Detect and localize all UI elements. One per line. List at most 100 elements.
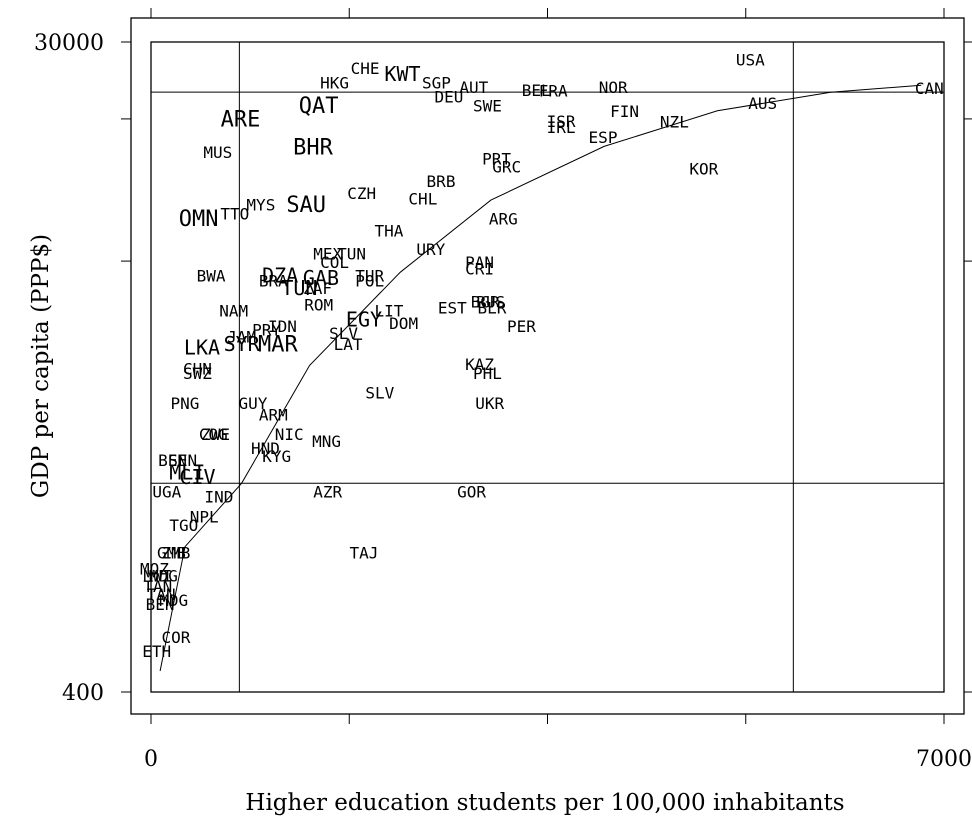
point-label-aus: AUS bbox=[748, 94, 777, 113]
point-label-swe: SWE bbox=[473, 96, 502, 115]
point-label-pol: POL bbox=[355, 271, 384, 290]
point-label-tgo: TGO bbox=[169, 516, 198, 535]
point-label-cog: COG bbox=[199, 425, 228, 444]
point-label-zaf: ZAF bbox=[303, 279, 332, 298]
point-label-deu: DEU bbox=[434, 87, 463, 106]
point-label-bhr: BHR bbox=[293, 135, 333, 160]
point-label-tha: THA bbox=[374, 221, 403, 240]
point-label-nzl: NZL bbox=[660, 113, 689, 132]
point-label-uga: UGA bbox=[152, 483, 181, 502]
point-label-est: EST bbox=[438, 298, 467, 317]
point-label-ben: BEN bbox=[158, 451, 187, 470]
point-label-kaz: KAZ bbox=[465, 355, 494, 374]
point-label-qat: QAT bbox=[299, 94, 339, 119]
x-tick-label: 7000 bbox=[916, 747, 972, 772]
x-tick-label: 0 bbox=[144, 747, 158, 772]
point-label-moz: MOZ bbox=[140, 559, 169, 578]
point-label-col: COL bbox=[320, 253, 349, 272]
point-label-civ: CIV bbox=[179, 465, 215, 489]
point-label-zwe: ZWE bbox=[201, 425, 230, 444]
point-label-swz: SWZ bbox=[183, 364, 212, 383]
point-label-mli: MLI bbox=[169, 461, 205, 485]
axis-ticks bbox=[121, 8, 972, 724]
point-label-are: ARE bbox=[221, 108, 261, 133]
point-label-bra: BRA bbox=[259, 271, 288, 290]
point-label-npl: NPL bbox=[190, 508, 219, 527]
x-axis-title: Higher education students per 100,000 in… bbox=[245, 790, 844, 816]
point-label-mdg: MDG bbox=[159, 591, 188, 610]
point-label-lka: LKA bbox=[184, 336, 220, 360]
point-label-tan: TAN bbox=[147, 585, 176, 604]
point-label-cri: CRI bbox=[465, 259, 494, 278]
point-label-nic: NIC bbox=[275, 425, 304, 444]
point-label-tto: TTO bbox=[220, 205, 249, 224]
point-label-azr: AZR bbox=[313, 483, 342, 502]
point-label-mdg: MDG bbox=[149, 566, 178, 585]
point-label-dza: DZA bbox=[262, 263, 298, 287]
point-label-rus: RUS bbox=[476, 292, 505, 311]
point-label-chl: CHL bbox=[408, 190, 437, 209]
point-label-bgr: BGR bbox=[471, 292, 500, 311]
fit-curve bbox=[159, 84, 922, 672]
point-label-usa: USA bbox=[736, 51, 765, 70]
point-label-isr: ISR bbox=[547, 112, 576, 131]
point-label-guy: GUY bbox=[239, 394, 268, 413]
point-label-arm: ARM bbox=[259, 406, 288, 425]
point-label-idn: IDN bbox=[268, 317, 297, 336]
point-label-jam: JAM bbox=[227, 327, 256, 346]
point-label-phl: PHL bbox=[473, 364, 502, 383]
point-label-lat: LAT bbox=[334, 335, 363, 354]
point-label-bwa: BWA bbox=[197, 266, 226, 285]
point-label-taj: TAJ bbox=[350, 544, 379, 563]
point-label-kwt: KWT bbox=[384, 62, 420, 86]
point-label-prt: PRT bbox=[482, 150, 511, 169]
point-label-can: CAN bbox=[915, 79, 944, 98]
point-label-hkg: HKG bbox=[320, 73, 349, 92]
point-label-eth: ETH bbox=[142, 642, 171, 661]
point-label-tan: TAN bbox=[143, 577, 172, 596]
point-label-tun: TUN bbox=[281, 276, 317, 300]
point-label-czh: CZH bbox=[347, 184, 376, 203]
point-label-syr: SYR bbox=[224, 332, 261, 356]
point-label-grc: GRC bbox=[492, 157, 521, 176]
point-label-irl: IRL bbox=[547, 118, 576, 137]
point-label-slv: SLV bbox=[329, 324, 358, 343]
point-label-arg: ARG bbox=[489, 209, 518, 228]
inner-data-region bbox=[150, 41, 945, 693]
point-label-fin: FIN bbox=[610, 102, 639, 121]
point-label-ben: BEN bbox=[146, 595, 175, 614]
point-label-pan: PAN bbox=[465, 253, 494, 272]
point-label-zmb: ZMB bbox=[161, 544, 190, 563]
point-label-omn: OMN bbox=[179, 207, 219, 232]
point-label-mus: MUS bbox=[203, 143, 232, 162]
point-label-hnd: HND bbox=[251, 439, 280, 458]
point-label-mwi: MWI bbox=[143, 566, 172, 585]
point-label-cor: COR bbox=[161, 628, 190, 647]
point-label-esp: ESP bbox=[589, 128, 618, 147]
point-label-blr: BLR bbox=[478, 298, 507, 317]
point-label-aut: AUT bbox=[459, 78, 488, 97]
point-label-sen: SEN bbox=[168, 451, 197, 470]
y-tick-label: 400 bbox=[62, 681, 104, 706]
point-label-egy: EGY bbox=[346, 308, 382, 332]
point-label-mys: MYS bbox=[246, 195, 275, 214]
point-label-sau: SAU bbox=[286, 193, 326, 218]
point-label-mar: MAR bbox=[258, 332, 298, 357]
point-label-lit: LIT bbox=[374, 301, 403, 320]
point-label-mex: MEX bbox=[313, 244, 342, 263]
point-label-brb: BRB bbox=[427, 172, 456, 191]
point-label-chn: CHN bbox=[183, 359, 212, 378]
point-label-rom: ROM bbox=[304, 295, 333, 314]
point-label-bel: BEL bbox=[522, 81, 551, 100]
point-label-sgp: SGP bbox=[422, 73, 451, 92]
point-label-gor: GOR bbox=[457, 483, 486, 502]
point-label-tun: TUN bbox=[337, 244, 366, 263]
tick-labels: 0 7000 400 30000 bbox=[34, 31, 972, 772]
point-label-dom: DOM bbox=[389, 314, 418, 333]
point-label-ury: URY bbox=[416, 240, 445, 259]
point-label-nor: NOR bbox=[599, 78, 628, 97]
point-label-kyg: KYG bbox=[262, 447, 291, 466]
point-label-kor: KOR bbox=[689, 160, 718, 179]
